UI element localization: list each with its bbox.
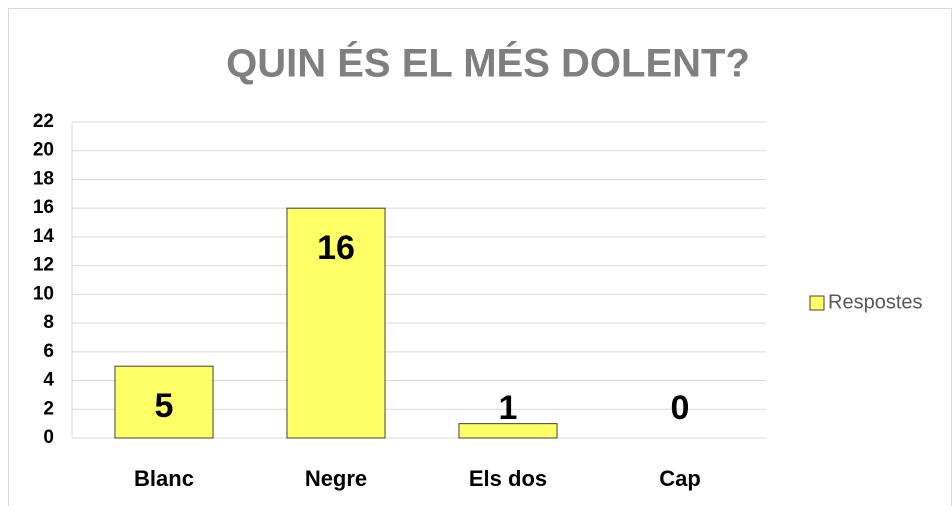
y-tick-label: 16 (33, 197, 54, 218)
data-label: 16 (317, 229, 355, 267)
y-tick-label: 6 (43, 341, 54, 362)
y-tick-label: 4 (43, 370, 54, 391)
y-tick-label: 8 (43, 312, 54, 333)
x-tick-label: Els dos (469, 466, 547, 491)
x-tick-label: Negre (305, 466, 367, 491)
legend-label: Respostes (828, 291, 923, 313)
legend-swatch (809, 295, 825, 311)
y-tick-label: 14 (33, 226, 55, 247)
bar (458, 423, 558, 439)
y-tick-label: 22 (33, 111, 54, 132)
y-tick-label: 18 (33, 168, 54, 189)
chart-title: QUIN ÉS EL MÉS DOLENT? (226, 41, 750, 86)
bar (286, 207, 386, 439)
data-label: 1 (499, 389, 518, 427)
data-label: 0 (671, 389, 690, 427)
data-label: 5 (155, 387, 174, 425)
y-tick-label: 12 (33, 255, 54, 276)
y-tick-label: 2 (43, 398, 54, 419)
y-tick-label: 10 (33, 283, 54, 304)
x-tick-label: Blanc (134, 466, 194, 491)
y-tick-label: 20 (33, 140, 54, 161)
bar (114, 365, 214, 439)
y-tick-label: 0 (43, 427, 54, 448)
x-tick-label: Cap (659, 466, 701, 491)
